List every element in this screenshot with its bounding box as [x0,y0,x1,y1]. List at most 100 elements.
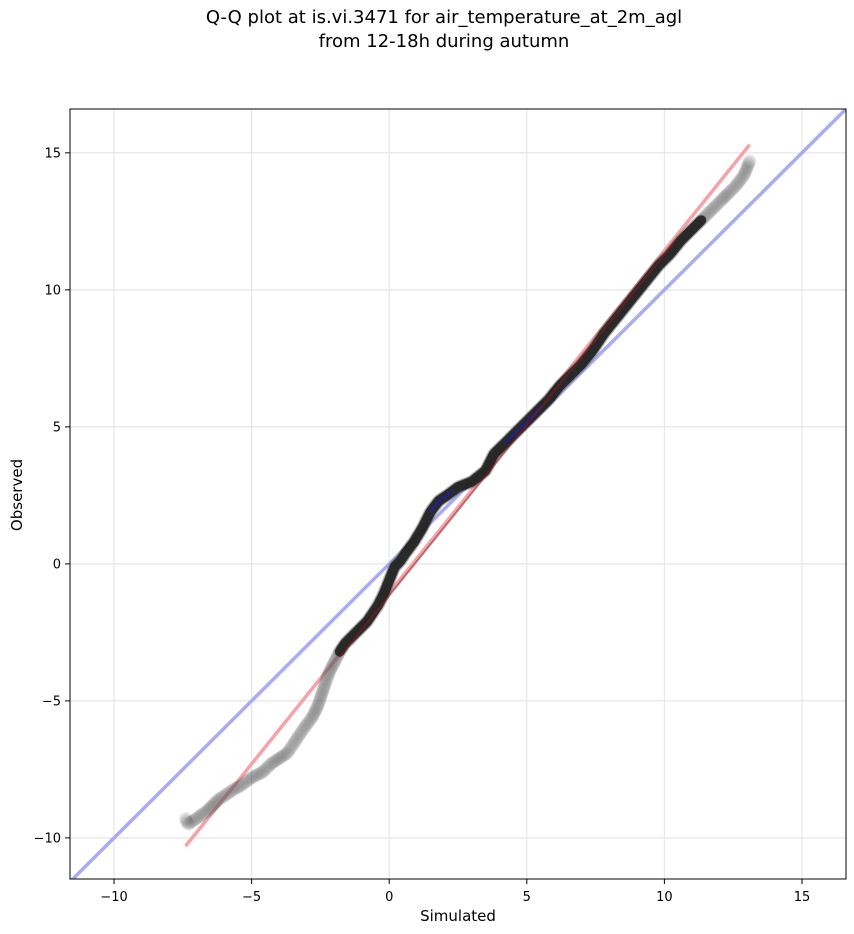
qq-point [250,768,264,782]
qq-point [197,806,211,820]
qq-point [285,740,299,754]
qq-point [183,816,197,830]
qq-point [727,180,741,194]
qq-point [280,746,294,760]
qq-point [305,710,319,724]
qq-point [210,794,224,808]
qq-point [721,187,735,201]
qq-point [297,721,311,735]
qq-point [213,791,227,805]
qq-point [290,732,304,746]
qq-point [215,790,229,804]
qq-point [709,199,723,213]
qq-point [262,759,276,773]
qq-point [287,736,301,750]
x-tick-label: 5 [523,890,531,905]
fit-line-overlay [338,239,677,658]
chart-title-line-1: Q-Q plot at is.vi.3471 for air_temperatu… [205,7,683,28]
qq-point [742,156,756,170]
qq-point [203,801,217,815]
qq-point [307,707,321,721]
qq-point [195,807,209,821]
fit-line [184,143,752,848]
qq-point [230,781,244,795]
qq-point [302,714,316,728]
qq-point [734,171,748,185]
y-tick-label: 0 [53,557,61,572]
qq-point [241,773,255,787]
qq-point [256,765,270,779]
qq-point [719,188,733,202]
qq-point [185,815,199,829]
qq-point [743,154,757,168]
qq-point [217,789,231,803]
identity-line [70,109,846,879]
qq-point [325,659,339,673]
qq-point [243,772,257,786]
qq-point [714,194,728,208]
qq-point [283,742,297,756]
qq-point [269,754,283,768]
qq-point [324,661,338,675]
qq-point [264,757,278,771]
qq-point [187,813,201,827]
y-tick-label: −5 [42,694,61,709]
axis-ticks: −10 −5 0 5 10 15 −10 −5 0 5 10 15 [34,146,811,905]
qq-point [722,185,736,199]
qq-point [740,160,754,174]
qq-point [318,677,332,691]
qq-point [272,751,286,765]
qq-point [224,784,238,798]
qq-point [326,657,340,671]
qq-point [235,777,249,791]
qq-point [259,762,273,776]
qq-point [308,705,322,719]
qq-point [221,786,235,800]
qq-point [702,205,716,219]
qq-point [179,812,193,826]
qq-point [188,812,202,826]
qq-point [301,716,315,730]
qq-point [726,182,740,196]
qq-point [316,683,330,697]
qq-point [729,179,743,193]
qq-point [207,797,221,811]
qq-point [199,805,213,819]
x-tick-label: −10 [100,890,127,905]
x-tick-label: 15 [794,890,811,905]
qq-point [246,770,260,784]
qq-point [740,162,754,176]
y-tick-label: 10 [44,283,61,298]
qq-point [313,693,327,707]
qq-point [228,782,242,796]
qq-point [254,766,268,780]
qq-point [261,760,275,774]
qq-point [739,164,753,178]
qq-point [314,689,328,703]
qq-point [234,779,248,793]
qq-point [209,795,223,809]
qq-point [270,753,284,767]
qq-point [226,783,240,797]
chart-title-line-2: from 12-18h during autumn [318,31,570,52]
qq-point [232,780,246,794]
qq-point [315,687,329,701]
qq-point [300,718,314,732]
qq-point [315,685,329,699]
qq-point [304,712,318,726]
qq-point [239,775,253,789]
y-axis-label: Observed [8,459,26,531]
qq-point [323,665,337,679]
qq-point [717,191,731,205]
qq-point [275,749,289,763]
qq-point [267,755,281,769]
qq-point [245,771,259,785]
qq-point [266,756,280,770]
qq-point [320,673,334,687]
qq-point [707,201,721,215]
qq-point [223,785,237,799]
qq-point [192,810,206,824]
x-tick-label: 10 [656,890,673,905]
qq-point [296,723,310,737]
